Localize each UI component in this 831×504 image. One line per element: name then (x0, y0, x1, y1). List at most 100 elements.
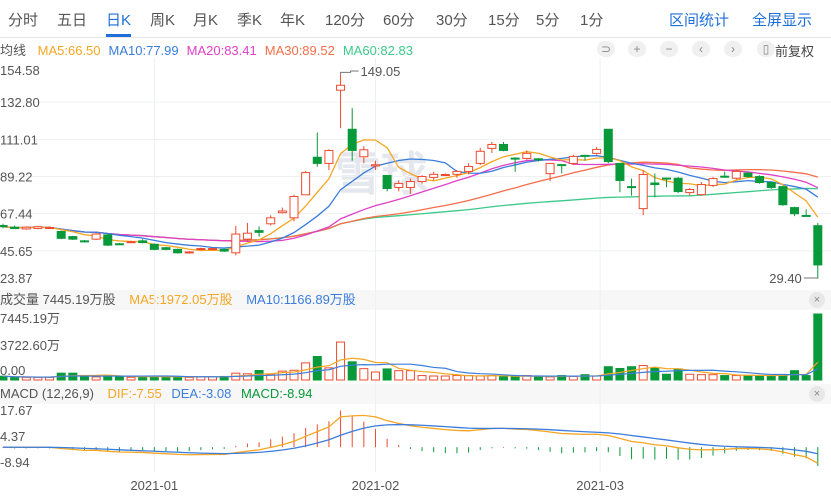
volume-bar (766, 375, 776, 381)
tab-6[interactable]: 年K (280, 12, 306, 29)
candle-down (813, 225, 823, 266)
tab-7[interactable]: 120分 (325, 12, 366, 29)
volume-bar (208, 376, 218, 381)
candle-down (661, 177, 671, 180)
candle-up (696, 184, 706, 196)
candle-up (592, 148, 602, 154)
volume-bar (615, 367, 625, 381)
candle-up (289, 196, 299, 219)
macd-header: MACD (12,26,9) DIF:-7.55 DEA:-3.08 MACD:… (0, 384, 831, 404)
volume-bar (743, 375, 753, 381)
candle-down (603, 128, 613, 163)
ma10-line (2, 155, 819, 249)
price-tick-label: 45.65 (0, 244, 33, 259)
volume-bar (242, 373, 252, 381)
tab-3[interactable]: 周K (150, 12, 176, 29)
volume-ma10-line (2, 363, 819, 378)
candle-up (440, 173, 450, 176)
candle-down (10, 226, 20, 230)
candle-up (545, 162, 555, 175)
candle-down (254, 230, 264, 233)
candle-down (173, 248, 183, 254)
close-macd-icon[interactable]: × (809, 386, 825, 402)
fullscreen-link[interactable]: 全屏显示 (752, 12, 813, 29)
candle-type-icon[interactable]: ▯ (757, 41, 775, 57)
candle-down (755, 176, 765, 184)
macd-title: MACD (12,26,9) (0, 386, 94, 401)
tab-5[interactable]: 季K (237, 12, 263, 29)
range-stats-link[interactable]: 区间统计 (669, 12, 730, 29)
candle-up (731, 170, 741, 179)
volume-bar (533, 375, 543, 381)
ma5-line (2, 139, 819, 252)
candle-up (487, 143, 497, 149)
price-tick-label: 89.22 (0, 170, 33, 185)
volume-title: 成交量 7445.19万股 (0, 292, 116, 307)
volume-bar (312, 356, 322, 381)
volume-bar (696, 374, 706, 381)
volume-bar (91, 376, 101, 381)
candle-down (312, 156, 322, 164)
volume-bar (10, 376, 20, 381)
volume-bar (161, 376, 171, 381)
tab-1[interactable]: 五日 (57, 12, 88, 29)
volume-bar (568, 375, 578, 381)
volume-tick-label: 0.00 (0, 363, 25, 378)
candle-up (45, 227, 55, 230)
ma-legend-item: MA30:89.52 (264, 43, 335, 58)
volume-tick-label: 3722.60万 (0, 338, 60, 353)
ma-legend-item: MA5:66.50 (37, 43, 101, 58)
price-adjust-select[interactable]: 前复权 (775, 44, 815, 59)
candle-up (708, 178, 718, 186)
ma20-line (2, 159, 819, 243)
volume-bar (149, 375, 159, 381)
tab-10[interactable]: 15分 (488, 12, 520, 29)
volume-bar (45, 376, 55, 381)
price-tick-label: 132.80 (0, 95, 40, 110)
prev-icon[interactable]: ‹ (692, 41, 710, 57)
candle-up (324, 149, 334, 164)
tab-9[interactable]: 30分 (436, 12, 468, 29)
tab-2[interactable]: 日K (106, 9, 132, 37)
candle-down (673, 177, 683, 193)
reset-icon[interactable]: ⊃ (597, 41, 615, 57)
volume-bar (755, 375, 765, 381)
macd-dea: DEA:-3.08 (171, 386, 232, 401)
volume-bar (475, 375, 485, 381)
volume-bar (650, 367, 660, 381)
candle-up (370, 164, 380, 167)
candle-up (277, 210, 287, 214)
volume-bar (452, 375, 462, 381)
volume-bar (638, 365, 648, 381)
close-volume-icon[interactable]: × (809, 292, 825, 308)
tab-0[interactable]: 分时 (8, 12, 39, 29)
candle-down (720, 175, 730, 178)
volume-bar (33, 376, 43, 381)
candle-down (580, 154, 590, 157)
candle-down (557, 164, 567, 167)
volume-bar (277, 370, 287, 381)
period-tabs: 分时 五日 日K 周K 月K 季K 年K 120分 60分 30分 15分 5分 1分 (0, 0, 831, 38)
volume-bar (603, 366, 613, 381)
candle-up (417, 176, 427, 182)
candle-up (242, 232, 252, 240)
next-icon[interactable]: › (724, 41, 742, 57)
zoom-in-icon[interactable]: + (628, 41, 646, 57)
tab-12[interactable]: 1分 (580, 12, 604, 29)
tab-4[interactable]: 月K (193, 12, 219, 29)
ma-legend-item: MA20:83.41 (186, 43, 257, 58)
candle-down (79, 240, 89, 243)
tab-11[interactable]: 5分 (536, 12, 560, 29)
candle-up (394, 183, 404, 188)
volume-header: 成交量 7445.19万股 MA5:1972.05万股 MA10:1166.89… (0, 290, 831, 310)
volume-bar (522, 375, 532, 381)
candle-down (149, 243, 159, 250)
zoom-out-icon[interactable]: − (660, 41, 678, 57)
candle-down (790, 207, 800, 215)
volume-bar (510, 376, 520, 381)
tab-8[interactable]: 60分 (383, 12, 415, 29)
high-label: 149.05 (361, 64, 401, 79)
ma-legend: 均线 MA5:66.50 MA10:77.99 MA20:83.41 MA30:89.… (0, 40, 421, 58)
candle-down (347, 128, 357, 151)
